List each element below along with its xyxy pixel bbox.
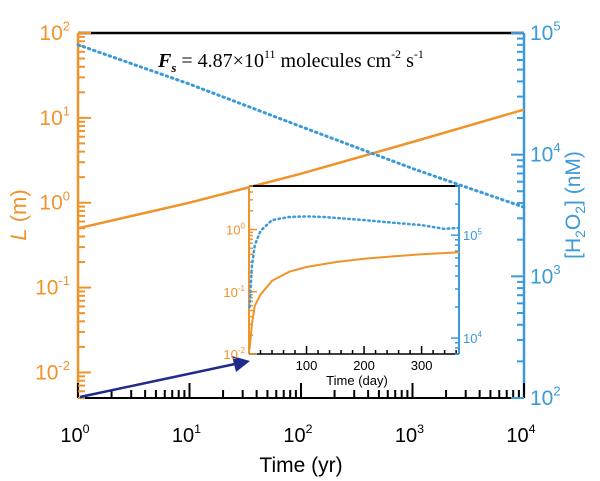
- x-tick-label: 101: [172, 422, 201, 447]
- inset-pointer-arrow: [79, 356, 250, 399]
- main-series: [76, 43, 526, 230]
- inset-right-tick-label: 104: [463, 330, 482, 346]
- inset-chart: 100 200 300 10-2 10-1 100 104 105 Time (day): [223, 185, 482, 388]
- inset-h2o2-series-line: [248, 215, 461, 309]
- length-series-line: [77, 108, 525, 230]
- arrow-head: [232, 356, 250, 372]
- x-axis-label: Time (yr): [259, 454, 342, 477]
- inset-x-tick-label: 300: [411, 358, 433, 373]
- inset-x-tick-label: 100: [296, 358, 318, 373]
- right-tick-label: 105: [530, 19, 561, 45]
- left-tick-label: 100: [39, 188, 70, 214]
- h2o2-series-line: [76, 43, 526, 209]
- left-axis-ticks: 10-2 10-1 100 101 102: [35, 19, 91, 399]
- inset-series: [248, 215, 461, 350]
- main-chart: 100 101 102 103 104 10-2 10-1 100 101 102 102 103…: [6, 19, 588, 477]
- inset-left-tick-label: 100: [226, 222, 245, 238]
- x-tick-label: 103: [395, 422, 424, 447]
- right-axis-ticks: 102 103 104 105: [511, 19, 561, 410]
- inset-x-axis-ticks: 100 200 300: [259, 346, 457, 373]
- x-tick-label: 104: [506, 422, 535, 447]
- right-tick-label: 104: [530, 140, 561, 166]
- inset-x-tick-label: 200: [353, 358, 375, 373]
- inset-right-axis-ticks: 104 105: [451, 185, 482, 355]
- inset-left-tick-label: 10-2: [223, 346, 245, 362]
- right-tick-label: 102: [530, 384, 561, 410]
- arrow-shaft: [79, 362, 236, 399]
- left-tick-label: 101: [39, 103, 70, 129]
- left-tick-label: 10-2: [35, 358, 70, 384]
- x-tick-label: 102: [283, 422, 312, 447]
- left-axis-label: L (m): [6, 189, 31, 240]
- inset-right-tick-label: 105: [463, 227, 482, 243]
- inset-length-series-line: [248, 251, 460, 350]
- left-tick-label: 102: [39, 19, 70, 45]
- x-tick-label: 100: [60, 422, 89, 447]
- inset-left-tick-label: 10-1: [223, 284, 245, 300]
- flux-annotation: Fs = 4.87×1011 molecules cm-2 s-1: [157, 47, 424, 75]
- inset-background: [249, 186, 459, 354]
- right-tick-label: 103: [530, 262, 561, 288]
- inset-x-axis-label: Time (day): [326, 373, 388, 388]
- left-tick-label: 10-1: [35, 273, 70, 299]
- x-axis-ticks: 100 101 102 103 104: [60, 383, 536, 447]
- right-axis-label: [H2O2] (nM): [562, 151, 588, 259]
